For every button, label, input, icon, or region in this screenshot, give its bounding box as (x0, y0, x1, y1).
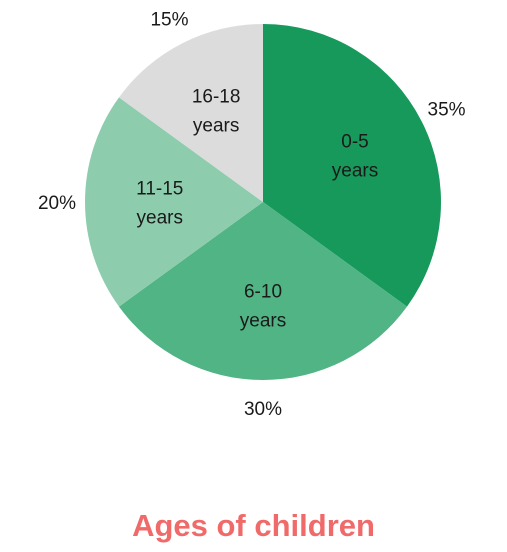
pie-slice-0-5-years (263, 24, 442, 307)
percent-label: 30% (244, 399, 282, 420)
percent-label: 20% (38, 193, 76, 214)
slice-label: 11-15 years (136, 179, 183, 229)
slice-label: 6-10 years (240, 282, 286, 332)
pie-slice-11-15-years (85, 97, 263, 307)
pie-slice-6-10-years (118, 202, 408, 380)
pie-chart: 0-5 years 35% 6-10 years 30% 11-15 years 20% 16-1… (38, 9, 466, 420)
pie-chart-svg: 0-5 years 35% 6-10 years 30% 11-15 years 20% 16-1… (38, 9, 466, 420)
percent-label: 15% (150, 9, 188, 30)
percent-label: 35% (428, 99, 466, 120)
slice-label: 16-18 years (192, 87, 241, 137)
pie-slice-16-18-years (118, 24, 264, 202)
slice-label: 0-5 years (332, 132, 378, 182)
chart-title: Ages of children (132, 508, 375, 543)
